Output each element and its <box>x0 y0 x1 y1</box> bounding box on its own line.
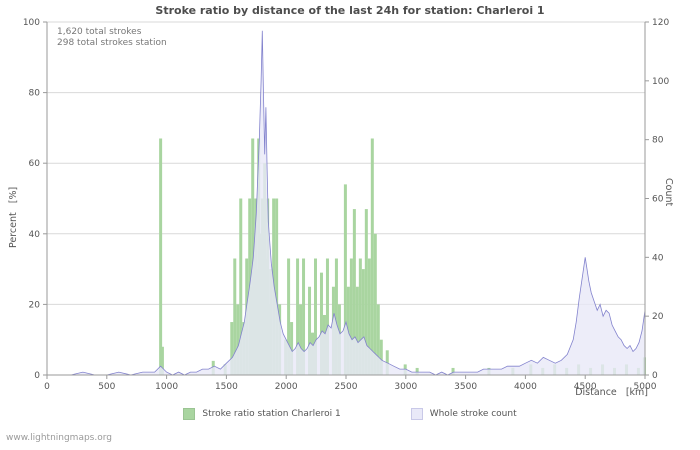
svg-text:80: 80 <box>652 136 664 146</box>
svg-text:0: 0 <box>652 371 658 381</box>
svg-text:4000: 4000 <box>514 382 537 392</box>
chart-title: Stroke ratio by distance of the last 24h… <box>155 4 545 17</box>
station-strokes-annotation: 298 total strokes station <box>57 38 167 48</box>
svg-text:2500: 2500 <box>335 382 358 392</box>
svg-text:500: 500 <box>98 382 115 392</box>
svg-text:60: 60 <box>29 159 41 169</box>
svg-text:100: 100 <box>23 18 40 28</box>
x-axis-label: Distance [km] <box>575 387 648 398</box>
svg-text:3500: 3500 <box>454 382 477 392</box>
svg-text:4500: 4500 <box>574 382 597 392</box>
watermark: www.lightningmaps.org <box>6 433 112 443</box>
svg-text:100: 100 <box>652 77 669 87</box>
total-strokes-annotation: 1,620 total strokes <box>57 27 142 37</box>
legend-item-stroke-count: Whole stroke count <box>410 408 517 420</box>
legend-label-stroke-count: Whole stroke count <box>429 409 517 419</box>
legend-label-stroke-ratio: Stroke ratio station Charleroi 1 <box>202 409 341 419</box>
svg-text:2000: 2000 <box>275 382 298 392</box>
svg-text:0: 0 <box>44 382 50 392</box>
svg-text:3000: 3000 <box>394 382 417 392</box>
svg-text:120: 120 <box>652 18 669 28</box>
chart-legend: Stroke ratio station Charleroi 1 Whole s… <box>0 408 700 420</box>
legend-swatch-stroke-count <box>410 408 423 420</box>
svg-text:5000: 5000 <box>634 382 657 392</box>
svg-text:1000: 1000 <box>155 382 178 392</box>
svg-text:40: 40 <box>652 253 664 263</box>
svg-text:0: 0 <box>34 371 40 381</box>
svg-text:80: 80 <box>29 89 41 99</box>
svg-text:40: 40 <box>29 230 41 240</box>
svg-text:20: 20 <box>652 312 664 322</box>
legend-swatch-stroke-ratio <box>183 408 196 420</box>
svg-text:1500: 1500 <box>215 382 238 392</box>
legend-item-stroke-ratio: Stroke ratio station Charleroi 1 <box>183 408 341 420</box>
svg-text:20: 20 <box>29 300 41 310</box>
svg-text:60: 60 <box>652 195 664 205</box>
